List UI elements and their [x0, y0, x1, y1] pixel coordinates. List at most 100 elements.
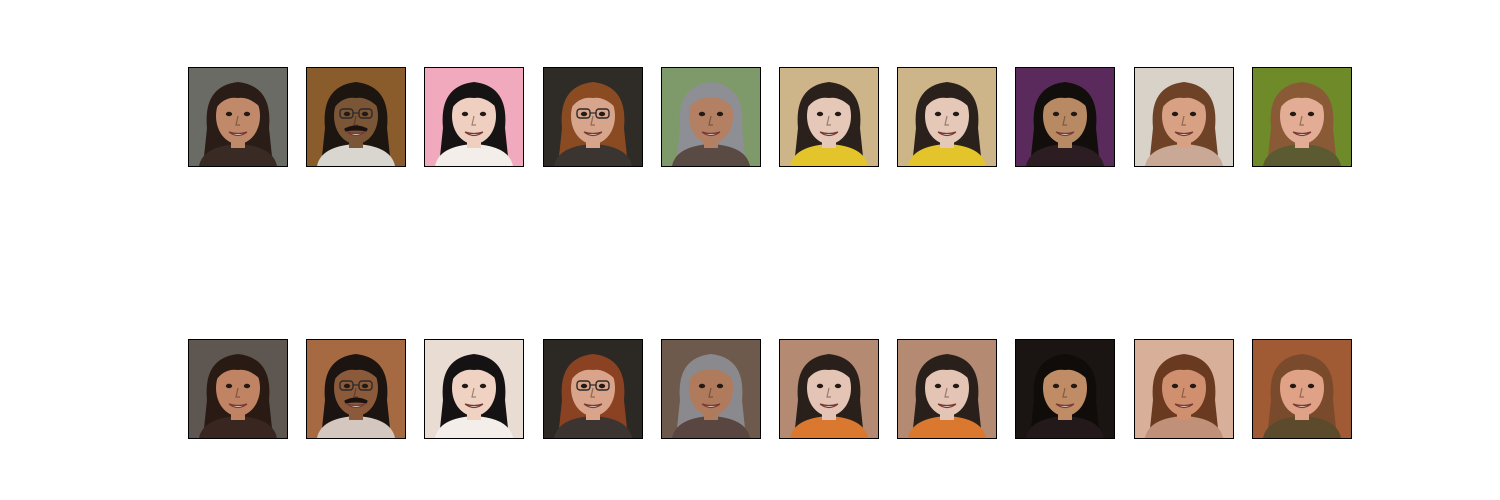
left-eye — [934, 383, 942, 389]
face-photo-baby-yellow-shirt — [780, 68, 878, 166]
hair-fringe — [925, 86, 970, 108]
face — [571, 360, 615, 416]
left-eye — [343, 111, 351, 117]
face-photo-woman-smiling-brown-hair — [1135, 340, 1233, 438]
left-eye — [934, 111, 942, 117]
shoulders — [672, 416, 750, 438]
shoulders — [1263, 416, 1341, 438]
left-eye — [816, 111, 824, 117]
shoulders — [1263, 144, 1341, 166]
nose — [826, 115, 831, 126]
nose — [353, 115, 358, 126]
face — [216, 360, 260, 416]
shoulders — [790, 144, 868, 166]
face-photo-older-man-smiling — [662, 68, 760, 166]
right-eye — [243, 383, 251, 389]
hair-fringe — [925, 358, 970, 380]
left-eye — [225, 111, 233, 117]
nose — [590, 115, 595, 126]
shoulders — [672, 144, 750, 166]
image-tile-row1-col4 — [543, 67, 643, 167]
hair-fringe — [1162, 86, 1207, 108]
left-eye — [580, 111, 588, 117]
shoulders — [908, 144, 986, 166]
nose — [944, 387, 949, 398]
nose — [235, 115, 240, 126]
hair-fringe — [216, 358, 261, 380]
image-tile-row2-col2 — [306, 339, 406, 439]
hair-fringe — [571, 86, 616, 108]
face-photo-baby-yellow-shirt — [898, 68, 996, 166]
face — [807, 360, 851, 416]
shoulders — [908, 416, 986, 438]
hair-fringe — [334, 358, 379, 380]
left-eye — [1052, 383, 1060, 389]
image-tile-row2-col3 — [424, 339, 524, 439]
mouth-smile — [1055, 403, 1075, 409]
face — [1043, 88, 1087, 144]
mouth-smile — [701, 403, 721, 409]
right-eye — [361, 383, 369, 389]
face — [1162, 88, 1206, 144]
face-photo-girl-bangs-microphone — [425, 340, 523, 438]
face-photo-girl-long-black-hair — [1016, 340, 1114, 438]
left-eye — [816, 383, 824, 389]
hair-fringe — [452, 86, 497, 108]
mouth-smile — [937, 403, 957, 409]
shoulders — [1026, 144, 1104, 166]
right-eye — [834, 111, 842, 117]
right-eye — [1070, 111, 1078, 117]
shoulders — [1026, 416, 1104, 438]
image-tile-row2-col8 — [1015, 339, 1115, 439]
face-photo-man-glasses-mustache — [307, 340, 405, 438]
image-tile-row2-col7 — [897, 339, 997, 439]
face — [807, 88, 851, 144]
face — [452, 360, 496, 416]
right-eye — [598, 383, 606, 389]
mouth-smile — [819, 131, 839, 137]
face — [216, 88, 260, 144]
shoulders — [199, 416, 277, 438]
image-tile-row1-col8 — [1015, 67, 1115, 167]
right-eye — [1070, 383, 1078, 389]
left-eye — [1052, 111, 1060, 117]
hair-fringe — [689, 358, 734, 380]
face-photo-older-man-smiling — [662, 340, 760, 438]
nose — [1062, 387, 1067, 398]
left-eye — [580, 383, 588, 389]
shoulders — [790, 416, 868, 438]
face — [1280, 88, 1324, 144]
face — [925, 88, 969, 144]
mouth-smile — [583, 403, 603, 409]
right-eye — [1189, 111, 1197, 117]
image-tile-row1-col5 — [661, 67, 761, 167]
left-eye — [225, 383, 233, 389]
mouth-smile — [1174, 131, 1194, 137]
mouth-smile — [346, 131, 366, 137]
image-tile-row1-col10 — [1252, 67, 1352, 167]
right-eye — [1307, 383, 1315, 389]
hair-fringe — [571, 358, 616, 380]
nose — [590, 387, 595, 398]
face — [689, 88, 733, 144]
left-eye — [1289, 383, 1297, 389]
face-photo-baby-blue-orange-shirt — [898, 340, 996, 438]
face — [452, 88, 496, 144]
face-photo-woman-laughing-outdoors — [1253, 340, 1351, 438]
mouth-smile — [819, 403, 839, 409]
mustache — [344, 397, 368, 404]
right-eye — [1189, 383, 1197, 389]
nose — [708, 387, 713, 398]
left-eye — [1171, 383, 1179, 389]
shoulders — [1145, 416, 1223, 438]
right-eye — [716, 111, 724, 117]
image-tile-row2-col10 — [1252, 339, 1352, 439]
mouth-smile — [464, 403, 484, 409]
nose — [1299, 387, 1304, 398]
shoulders — [199, 144, 277, 166]
mouth-smile — [228, 403, 248, 409]
face — [571, 88, 615, 144]
right-eye — [1307, 111, 1315, 117]
right-eye — [952, 383, 960, 389]
